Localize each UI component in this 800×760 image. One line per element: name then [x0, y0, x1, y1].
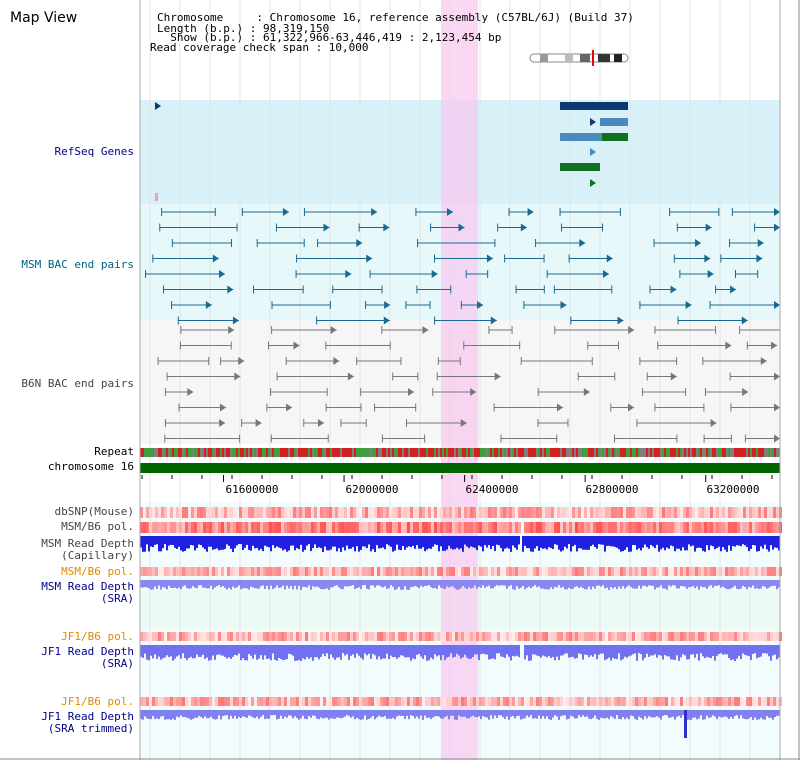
header-length: Length (b.p.) : 98,319,150	[157, 22, 330, 35]
track-label-jf1-pol[interactable]: JF1/B6 pol.	[61, 630, 134, 643]
track-label-dbsnp[interactable]: dbSNP(Mouse)	[54, 505, 134, 518]
track-label-refseq[interactable]: RefSeq Genes	[54, 145, 134, 158]
axis-tick-label: 61600000	[225, 483, 279, 496]
track-label-msm-depth-sra[interactable]: MSM Read Depth	[41, 580, 134, 593]
track-label-msm-b6-pol[interactable]: MSM/B6 pol.	[61, 520, 134, 533]
axis-tick-label: 63200000	[706, 483, 760, 496]
axis-tick-label: 62400000	[465, 483, 519, 496]
header-show: Show (b.p.) : 61,322,966-63,446,419 : 2,…	[157, 31, 502, 44]
track-label-repeat: Repeat	[94, 445, 134, 458]
axis-tick-label: 62000000	[345, 483, 399, 496]
track-label-msm-depth-cap[interactable]: MSM Read Depth	[41, 537, 134, 550]
track-label-jf1-trim-sub: (SRA trimmed)	[47, 722, 134, 735]
track-label-jf1-pol-2[interactable]: JF1/B6 pol.	[61, 695, 134, 708]
header-chromosome: Chromosome : Chromosome 16, reference as…	[157, 11, 634, 24]
coordinate-axis	[141, 475, 773, 482]
msm-bac-pairs[interactable]	[145, 208, 780, 325]
repeat-track	[140, 448, 780, 457]
track-label-msm-depth-cap-sub: (Capillary)	[61, 549, 134, 562]
track-label-chromosome: chromosome 16	[47, 460, 134, 473]
track-label-b6n-bac[interactable]: B6N BAC end pairs	[21, 377, 134, 390]
b6n-bac-pairs[interactable]	[157, 326, 781, 443]
axis-tick-label: 62800000	[585, 483, 639, 496]
chromosome-ideogram[interactable]	[529, 50, 629, 66]
track-label-jf1-trim[interactable]: JF1 Read Depth	[41, 710, 134, 723]
track-label-jf1-depth[interactable]: JF1 Read Depth	[41, 645, 134, 658]
depth-tracks	[140, 536, 780, 738]
refseq-genes[interactable]	[155, 102, 628, 201]
track-label-msm-bac[interactable]: MSM BAC end pairs	[21, 258, 134, 271]
header-coverage: Read coverage check span : 10,000	[150, 41, 369, 54]
track-label-msm-b6-pol-2[interactable]: MSM/B6 pol.	[61, 565, 134, 578]
page-title: Map View	[10, 10, 78, 26]
track-label-jf1-depth-sub: (SRA)	[100, 657, 134, 670]
heatmap-tracks	[140, 507, 782, 706]
track-label-msm-depth-sra-sub: (SRA)	[100, 592, 134, 605]
chromosome-bar	[140, 463, 780, 473]
